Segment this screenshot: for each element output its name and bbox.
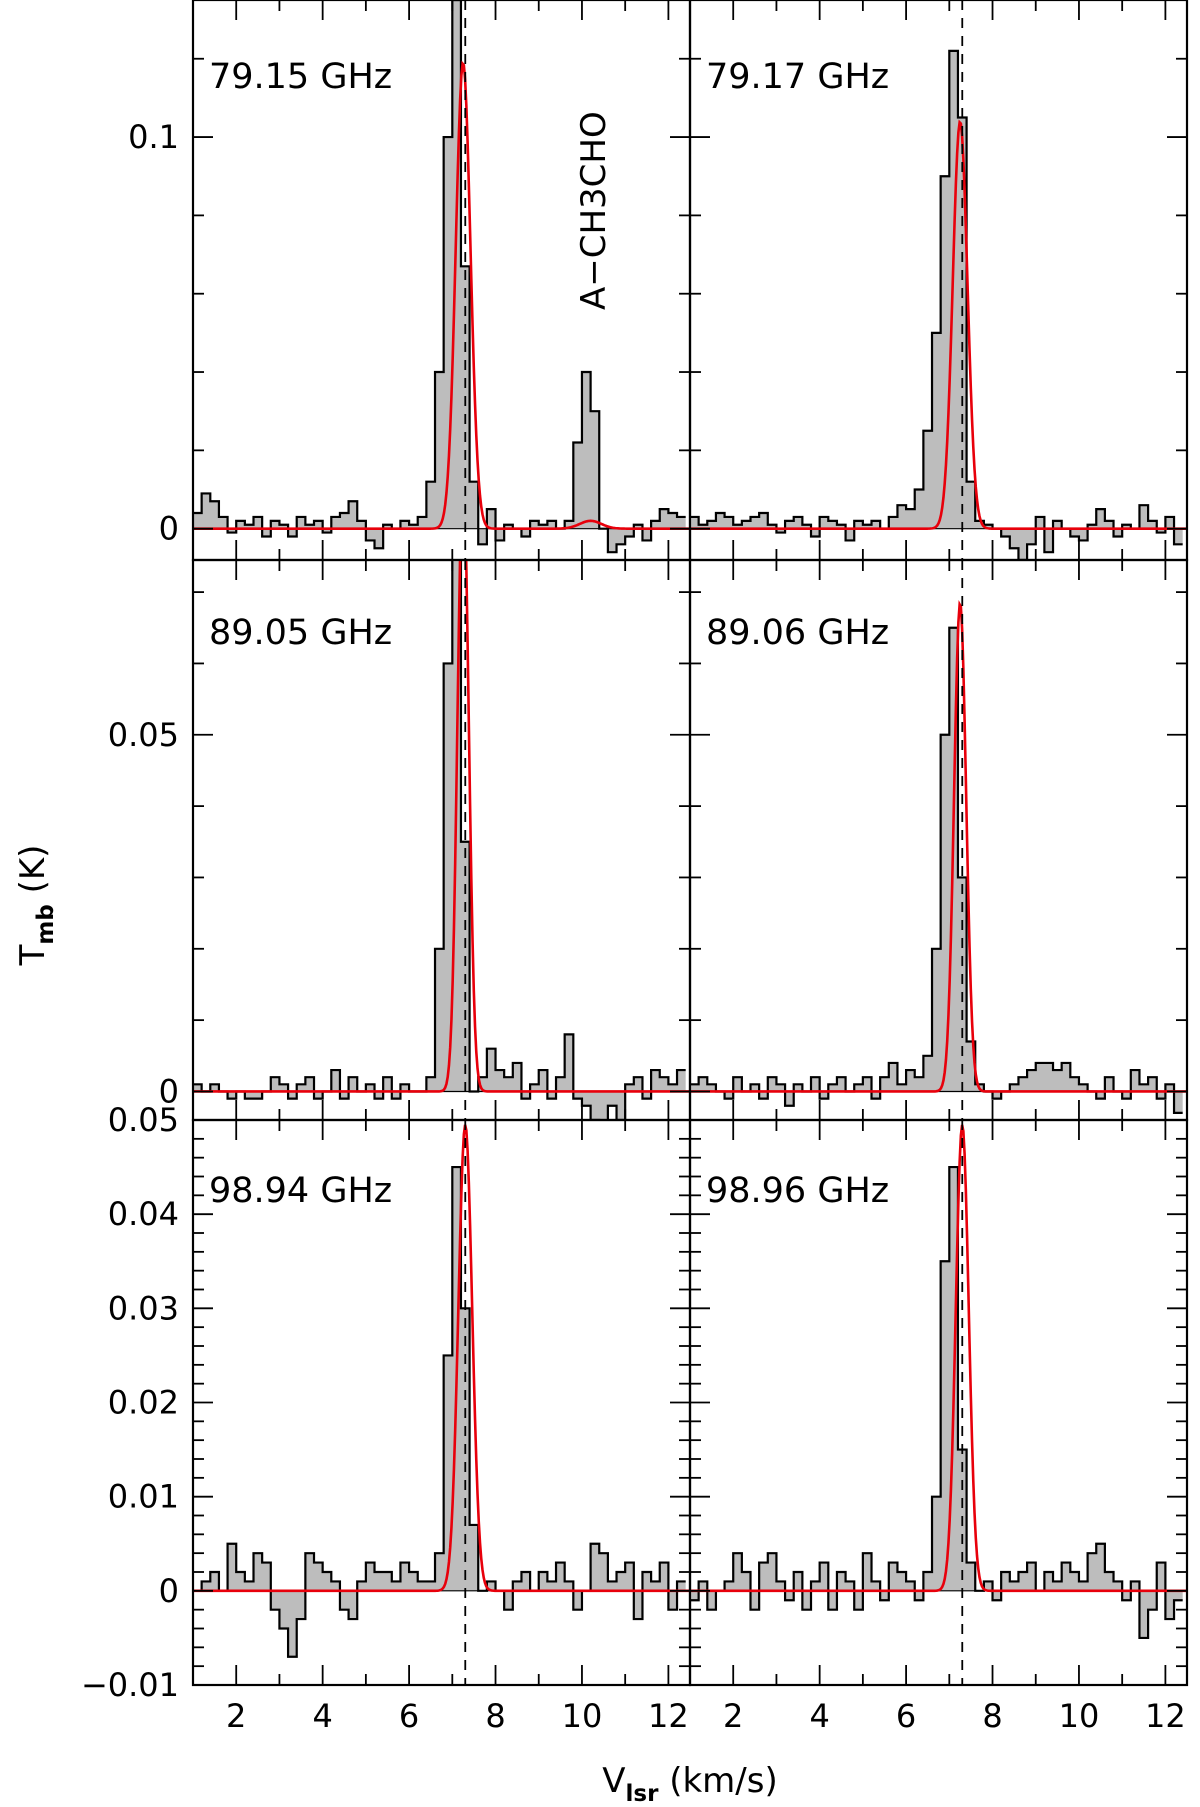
spectrum-fill bbox=[690, 1167, 1183, 1638]
model-fit-line bbox=[690, 599, 1187, 1093]
spectrum-fill bbox=[690, 627, 1183, 1113]
y-tick-label: 0.01 bbox=[108, 1478, 179, 1516]
panel-row1-left: 0 0.1 79.15 GHz A−CH3CHO bbox=[128, 0, 692, 562]
plot-area bbox=[193, 0, 690, 560]
x-tick-label: 10 bbox=[1059, 1697, 1100, 1735]
frequency-label: 89.06 GHz bbox=[706, 613, 889, 653]
x-tick-label: 6 bbox=[896, 1697, 916, 1735]
x-tick-label: 12 bbox=[648, 1697, 689, 1735]
model-fit-line bbox=[690, 1124, 1187, 1593]
y-tick-label: −0.01 bbox=[81, 1666, 179, 1704]
panel-row2-left: 0 0.05 89.05 GHz bbox=[108, 558, 692, 1122]
y-tick-label: 0.05 bbox=[108, 1101, 179, 1139]
model-fit-line bbox=[193, 1124, 690, 1593]
y-tick-label: 0.03 bbox=[108, 1289, 179, 1327]
frequency-label: 89.05 GHz bbox=[209, 613, 392, 653]
panel-row2-right: 89.06 GHz bbox=[688, 558, 1189, 1122]
frequency-label: 98.96 GHz bbox=[706, 1171, 889, 1211]
model-fit-line bbox=[193, 60, 690, 530]
plot-area bbox=[690, 0, 1187, 560]
plot-area bbox=[193, 1120, 690, 1685]
x-tick-label: 4 bbox=[312, 1697, 332, 1735]
x-tick-label: 2 bbox=[226, 1697, 246, 1735]
y-tick-label: 0 bbox=[159, 1572, 179, 1610]
species-annotation: A−CH3CHO bbox=[574, 111, 614, 310]
y-tick-label: 0.1 bbox=[128, 118, 179, 156]
frequency-label: 79.15 GHz bbox=[209, 57, 392, 97]
plot-area bbox=[690, 560, 1187, 1120]
panel-row3-right: 2 4 6 8 10 12 98.96 GHz bbox=[688, 1118, 1189, 1735]
x-tick-label: 12 bbox=[1145, 1697, 1186, 1735]
spectrum-histogram bbox=[193, 560, 686, 1120]
x-tick-label: 2 bbox=[723, 1697, 743, 1735]
spectrum-fill bbox=[690, 50, 1183, 560]
frequency-label: 98.94 GHz bbox=[209, 1171, 392, 1211]
plot-area bbox=[690, 1120, 1187, 1685]
y-tick-label: 0.04 bbox=[108, 1195, 179, 1233]
panel-row1-right: 79.17 GHz bbox=[688, 0, 1189, 562]
frequency-label: 79.17 GHz bbox=[706, 57, 889, 97]
y-tick-label: 0.05 bbox=[108, 716, 179, 754]
spectrum-histogram bbox=[690, 626, 1183, 1114]
model-fit-line bbox=[690, 119, 1187, 530]
x-tick-label: 8 bbox=[485, 1697, 505, 1735]
panel-row3-left: −0.01 0 0.01 0.02 0.03 0.04 0.05 2 4 6 8 10 12 98.94 … bbox=[81, 1101, 692, 1735]
x-axis-label: Vlsr (km/s) bbox=[602, 1761, 778, 1807]
spectrum-histogram bbox=[193, 1165, 686, 1658]
x-tick-label: 4 bbox=[809, 1697, 829, 1735]
spectrum-fill bbox=[193, 560, 686, 1120]
y-tick-label: 0.02 bbox=[108, 1384, 179, 1422]
model-fit-line bbox=[193, 560, 690, 1093]
x-tick-label: 6 bbox=[399, 1697, 419, 1735]
spectrum-fill bbox=[193, 0, 686, 553]
x-tick-label: 8 bbox=[982, 1697, 1002, 1735]
spectrum-histogram bbox=[690, 49, 1183, 560]
y-axis-label: Tmb (K) bbox=[13, 845, 59, 967]
plot-area bbox=[193, 560, 690, 1120]
y-tick-label: 0 bbox=[159, 1072, 179, 1110]
spectrum-fill bbox=[193, 1167, 686, 1657]
y-tick-label: 0 bbox=[159, 510, 179, 548]
x-tick-label: 10 bbox=[562, 1697, 603, 1735]
spectrum-histogram bbox=[690, 1165, 1183, 1640]
